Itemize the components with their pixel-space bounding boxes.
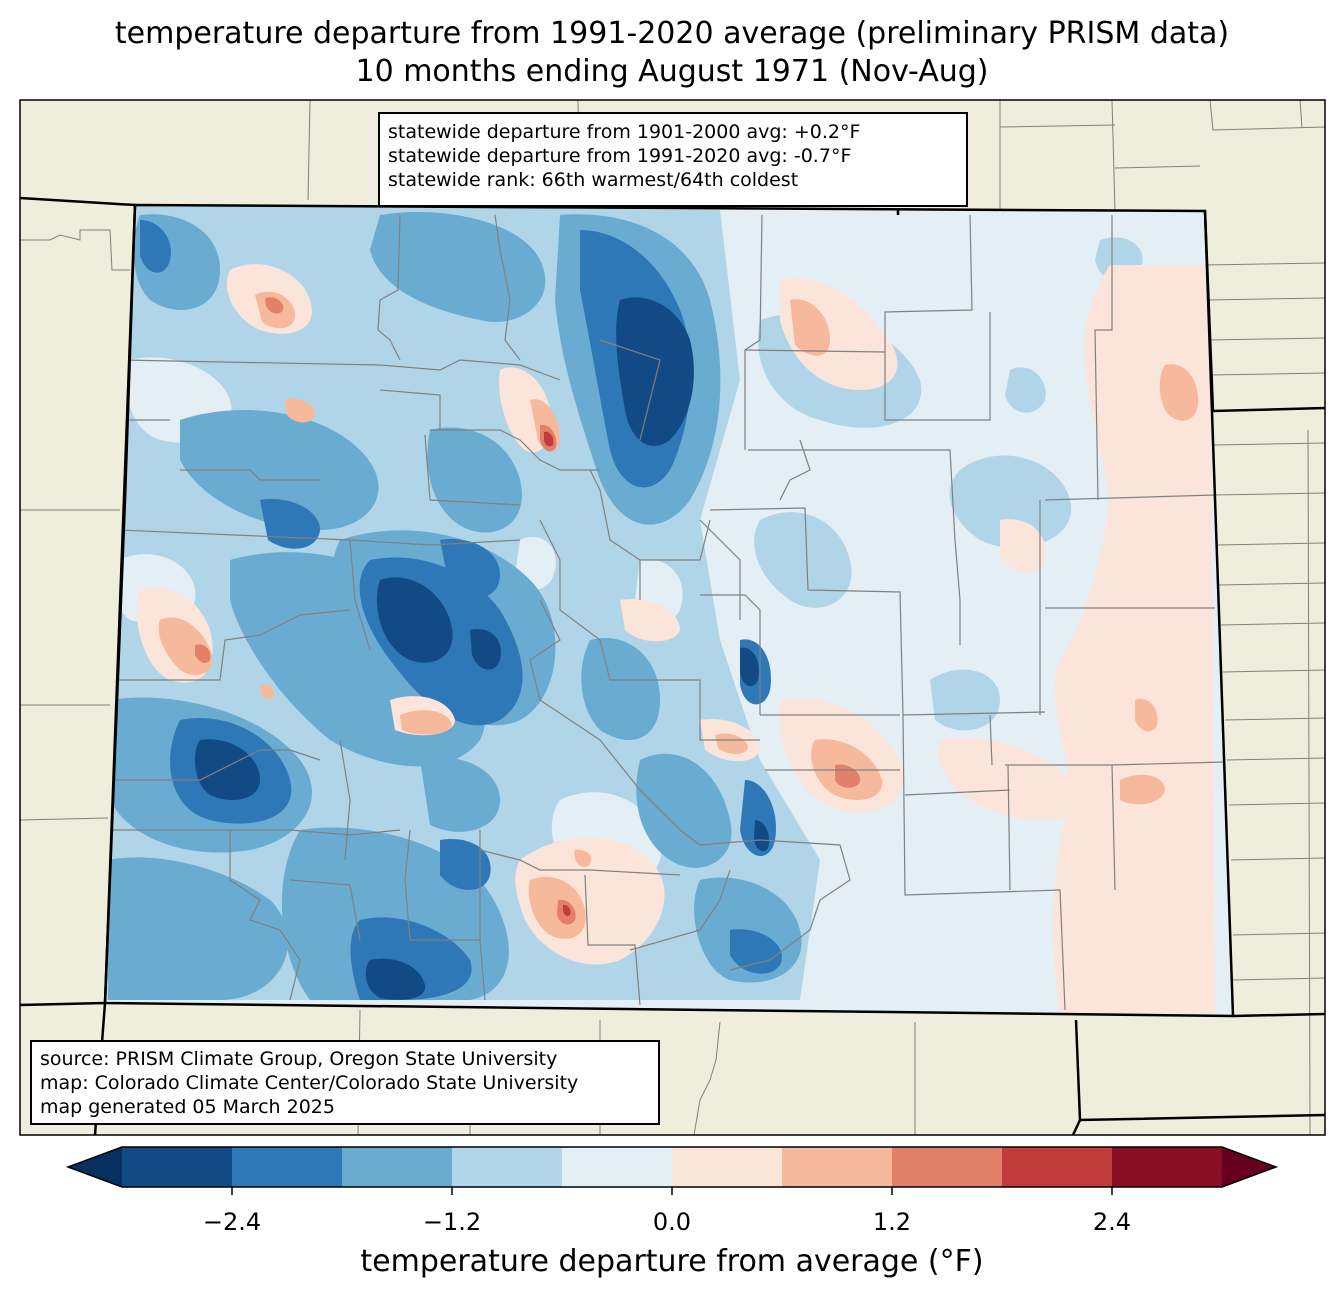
colorbar-tick-label: 2.4: [1092, 1208, 1132, 1236]
colorado-county-lines: [110, 214, 1226, 1011]
source-box: source: PRISM Climate Group, Oregon Stat…: [30, 1040, 660, 1125]
generated-date-line: map generated 05 March 2025: [40, 1096, 335, 1118]
colorbar-tick-label: −2.4: [202, 1208, 262, 1236]
colorbar-over-arrow: [1222, 1147, 1276, 1187]
colorbar-bin: [232, 1147, 343, 1187]
statewide-stats-box: statewide departure from 1901-2000 avg: …: [378, 112, 968, 207]
source-line: source: PRISM Climate Group, Oregon Stat…: [40, 1048, 558, 1070]
colorbar-bin: [1002, 1147, 1113, 1187]
map-title-line2: 10 months ending August 1971 (Nov-Aug): [355, 54, 989, 89]
colorbar-bin: [122, 1147, 233, 1187]
colorbar-under-arrow: [68, 1147, 122, 1187]
colorbar-bin: [1112, 1147, 1223, 1187]
colorbar-tick-label: −1.2: [422, 1208, 482, 1236]
colorbar-bin: [782, 1147, 893, 1187]
colorado-shading: [105, 205, 1233, 1016]
colorbar-bin: [892, 1147, 1003, 1187]
stats-departure-1901-2000: statewide departure from 1901-2000 avg: …: [388, 121, 861, 143]
colorbar-tick-label: 0.0: [652, 1208, 692, 1236]
colorbar-bin: [342, 1147, 453, 1187]
colorbar-bin: [562, 1147, 673, 1187]
map-title-line1: temperature departure from 1991-2020 ave…: [114, 16, 1230, 51]
stats-rank: statewide rank: 66th warmest/64th coldes…: [388, 169, 799, 191]
colorbar-tick-label: 1.2: [872, 1208, 912, 1236]
colorbar-label: temperature departure from average (°F): [360, 1244, 984, 1279]
colorbar-outline: [65, 1146, 1279, 1188]
stats-departure-1991-2020: statewide departure from 1991-2020 avg: …: [388, 145, 852, 167]
colorbar-bin: [672, 1147, 783, 1187]
map-frame: [19, 99, 1326, 1136]
colorbar-bin: [452, 1147, 563, 1187]
map-credit-line: map: Colorado Climate Center/Colorado St…: [40, 1072, 579, 1094]
